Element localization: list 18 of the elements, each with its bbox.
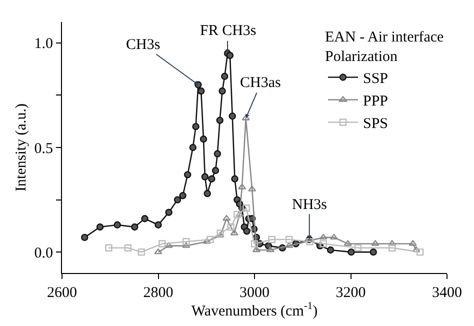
x-tick-label: 3200 bbox=[336, 285, 366, 301]
y-tick-label: 0.0 bbox=[34, 245, 53, 262]
annotation: CH3as bbox=[240, 75, 281, 91]
annotation: NH3s bbox=[292, 197, 328, 213]
legend-label: SSP bbox=[363, 71, 388, 88]
x-tick-label: 2600 bbox=[47, 285, 77, 301]
legend-title: EAN - Air interface Polarization bbox=[325, 30, 444, 65]
y-tick-label: 1.0 bbox=[34, 36, 53, 52]
legend-label: SPS bbox=[363, 116, 388, 132]
x-tick-label: 3000 bbox=[240, 285, 270, 301]
y-axis-title: Intensity (a.u.) bbox=[14, 104, 30, 192]
annotation: FR CH3s bbox=[200, 23, 256, 39]
annotation: CH3s bbox=[126, 37, 160, 53]
y-tick-label: 0.5 bbox=[34, 140, 53, 157]
x-axis-title: Wavenumbers (cm$^{-1}$) bbox=[191, 301, 318, 320]
x-tick-label: 2800 bbox=[143, 285, 174, 301]
legend-label: PPP bbox=[363, 94, 388, 110]
x-tick-label: 3400 bbox=[432, 285, 462, 301]
